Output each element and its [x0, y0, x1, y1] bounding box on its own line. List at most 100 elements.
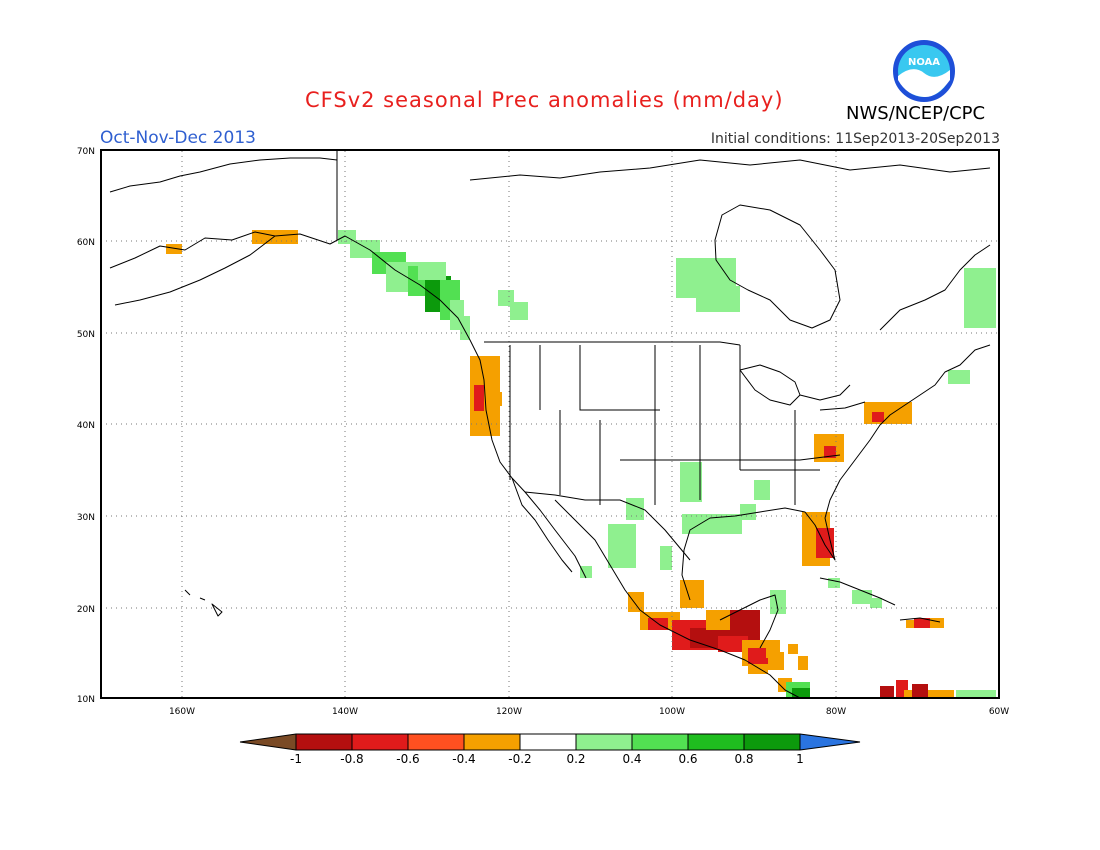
anomaly-cell	[934, 690, 954, 698]
alaska-south-peninsula	[114, 235, 276, 306]
lat-label: 30N	[77, 513, 95, 523]
anomaly-cell	[872, 412, 884, 422]
lon-label: 80W	[826, 707, 846, 717]
lon-label: 100W	[659, 707, 685, 717]
anomaly-cell	[798, 656, 808, 670]
anomaly-cell	[680, 462, 702, 502]
colorbar-segment	[744, 734, 800, 750]
colorbar-segment	[296, 734, 352, 750]
colorbar-label: -0.4	[452, 752, 475, 766]
colorbar-segment	[520, 734, 576, 750]
anomaly-cell	[824, 446, 836, 458]
anomaly-cell	[680, 580, 704, 608]
anomaly-cell	[682, 514, 742, 534]
anomaly-cell	[718, 636, 748, 652]
anomaly-cell	[880, 686, 894, 698]
yucatan	[719, 594, 779, 649]
cuba	[819, 577, 896, 606]
logo-text: NOAA	[908, 57, 940, 68]
lon-label: 160W	[169, 707, 195, 717]
lon-label: 120W	[496, 707, 522, 717]
anomaly-cell	[166, 244, 182, 254]
gridlines	[101, 151, 999, 698]
anomaly-cells	[166, 230, 996, 698]
political-borders	[336, 151, 841, 561]
colorbar-segment	[688, 734, 744, 750]
colorbar-label: -0.6	[396, 752, 419, 766]
anomaly-cell	[252, 230, 298, 244]
anomaly-cell	[906, 620, 918, 628]
colorbar-label: 0.6	[678, 752, 697, 766]
us-canada-border	[484, 341, 741, 346]
initial-conditions-label: Initial conditions: 11Sep2013-20Sep2013	[710, 131, 1000, 147]
lat-label: 70N	[77, 147, 95, 157]
anomaly-cell	[418, 262, 446, 280]
atlantic-coast	[824, 344, 991, 519]
anomaly-cell	[580, 566, 592, 578]
lat-label: 40N	[77, 421, 95, 431]
alaska-coast	[109, 231, 587, 579]
lat-label: 50N	[77, 330, 95, 340]
colorbar-segment	[632, 734, 688, 750]
anomaly-cell	[628, 592, 644, 612]
colorbar-label: -0.2	[508, 752, 531, 766]
mexico-pacific	[554, 499, 801, 699]
state-lines	[509, 345, 841, 505]
colorbar-right-arrow	[800, 734, 860, 750]
agency-label: NWS/NCEP/CPC	[846, 103, 986, 124]
colorbar-label: 1	[796, 752, 804, 766]
colorbar-label: -0.8	[340, 752, 363, 766]
anomaly-cell	[484, 392, 502, 406]
anomaly-cell	[964, 268, 996, 328]
colorbar: -1 -0.8 -0.6 -0.4 -0.2 0.2 0.4 0.6 0.8 1	[239, 733, 861, 766]
anomaly-cell	[474, 385, 484, 411]
gulf-coast	[681, 507, 836, 601]
alaska-north	[109, 157, 338, 193]
hispaniola	[899, 617, 941, 623]
chart-title: CFSv2 seasonal Prec anomalies (mm/day)	[305, 88, 784, 112]
anomaly-cell	[912, 684, 928, 698]
lon-label: 60W	[989, 707, 1009, 717]
arctic-islands	[469, 159, 991, 181]
longitude-labels: 160W 140W 120W 100W 80W 60W	[169, 707, 1009, 717]
anomaly-cell	[754, 480, 770, 500]
lon-label: 140W	[332, 707, 358, 717]
anomaly-cell	[748, 648, 768, 664]
colorbar-left-arrow	[240, 734, 296, 750]
anomaly-cell	[948, 370, 970, 384]
colorbar-segment	[352, 734, 408, 750]
colorbar-segment	[464, 734, 520, 750]
map-frame	[100, 149, 1000, 699]
lat-label: 60N	[77, 238, 95, 248]
anomaly-cell	[660, 546, 672, 570]
anomaly-cell	[930, 618, 944, 628]
us-mexico-border	[524, 491, 691, 561]
hawaii	[184, 589, 223, 617]
great-lakes	[739, 364, 866, 411]
anomaly-cell	[608, 524, 636, 568]
colorbar-label: 0.8	[734, 752, 753, 766]
colorbar-label: 0.4	[622, 752, 641, 766]
anomaly-cell	[828, 578, 840, 588]
labrador-coast	[879, 244, 991, 331]
hudson-bay	[714, 204, 841, 329]
coastlines	[109, 157, 991, 699]
anomaly-cell	[748, 664, 768, 674]
anomaly-cell	[870, 598, 882, 608]
colorbar-segment	[576, 734, 632, 750]
baja	[511, 477, 573, 573]
colorbar-label: 0.2	[566, 752, 585, 766]
period-label: Oct-Nov-Dec 2013	[100, 128, 256, 148]
anomaly-cell	[792, 688, 810, 698]
colorbar-label: -1	[290, 752, 302, 766]
colorbar-segment	[408, 734, 464, 750]
anomaly-cell	[460, 316, 470, 340]
anomaly-cell	[696, 286, 740, 312]
lat-label: 10N	[77, 695, 95, 705]
anomaly-cell	[852, 590, 872, 604]
anomaly-cell	[626, 498, 644, 520]
anomaly-cell	[788, 644, 798, 654]
anomaly-cell	[740, 504, 756, 520]
anomaly-cell	[768, 652, 784, 670]
